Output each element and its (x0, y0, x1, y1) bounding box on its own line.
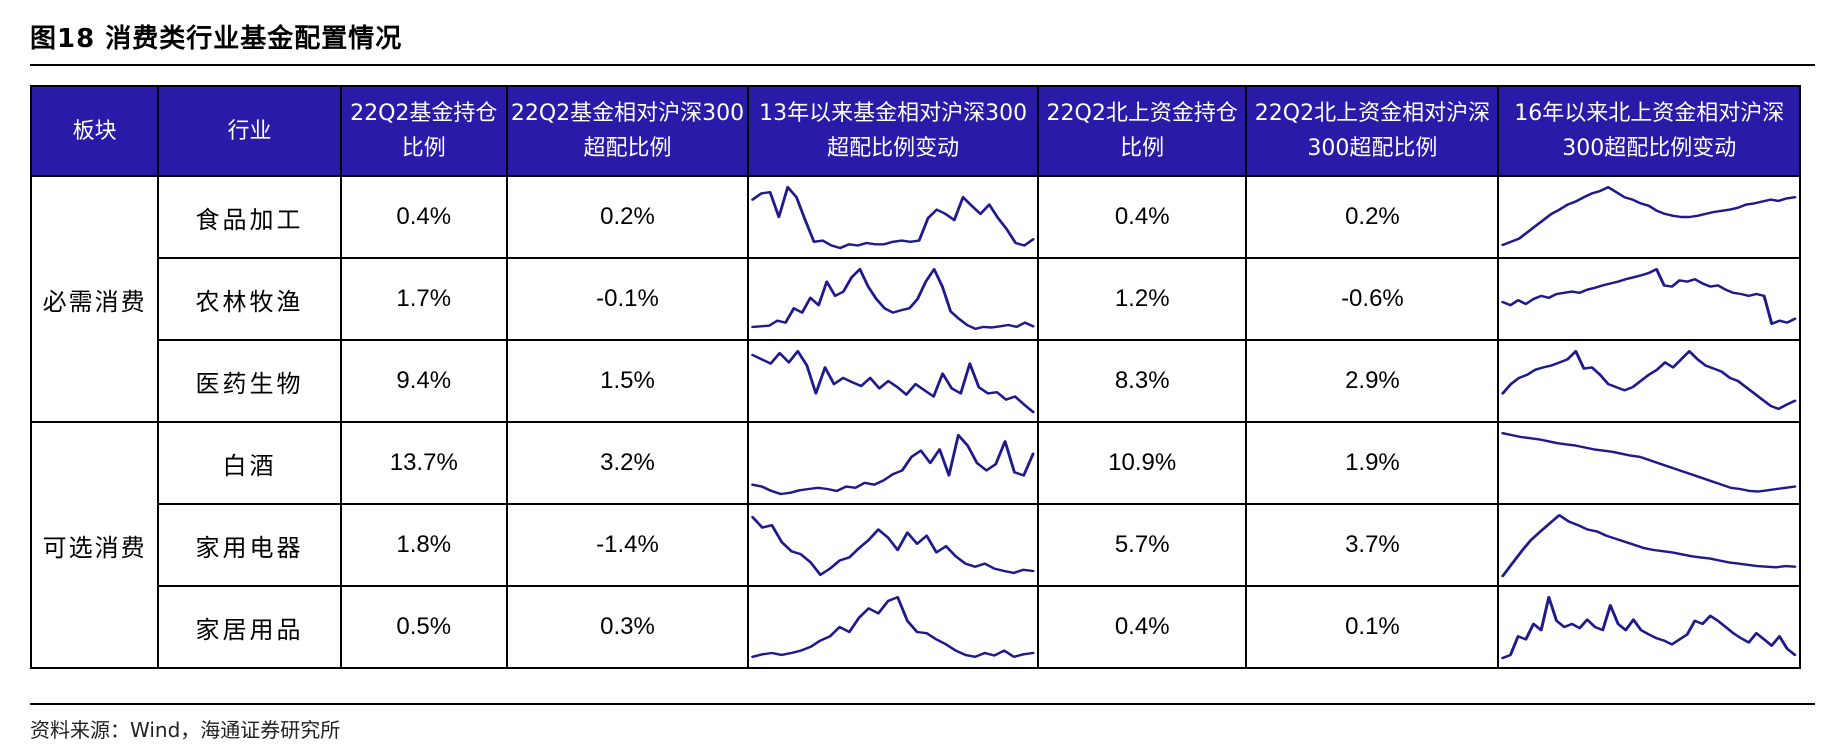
industry-cell: 家居用品 (157, 585, 342, 669)
header-fund-holding: 22Q2基金持仓比例 (339, 85, 508, 177)
industry-cell: 白酒 (157, 421, 342, 505)
northbound-overweight-cell: 0.2% (1245, 175, 1500, 259)
north-trend-sparkline-line (1501, 267, 1797, 325)
top-rule (30, 64, 1815, 66)
page-title: 图18 消费类行业基金配置情况 (30, 24, 403, 54)
north-trend-sparkline-line (1501, 431, 1797, 493)
table-row: 医药生物 9.4% 1.5% 8.3% 2.9% (31, 339, 1801, 423)
fund-trend-cell (747, 339, 1039, 423)
fund-holding-cell: 1.8% (339, 503, 508, 587)
fund-trend-cell (747, 175, 1039, 259)
north-trend-sparkline-line (1501, 349, 1797, 411)
header-fund-trend: 13年以来基金相对沪深300超配比例变动 (747, 85, 1039, 177)
north-trend-sparkline (1501, 431, 1797, 493)
table-row: 必需消费 食品加工 0.4% 0.2% 0.4% 0.2% (29, 175, 1801, 423)
fund-trend-cell (747, 503, 1039, 587)
fund-trend-sparkline-line (751, 433, 1035, 496)
northbound-trend-cell (1497, 175, 1801, 259)
fund-trend-sparkline (751, 185, 1035, 250)
fund-holding-cell: 0.5% (339, 585, 508, 669)
fund-overweight-cell: 3.2% (505, 421, 750, 505)
fund-trend-sparkline-line (751, 267, 1035, 331)
north-trend-sparkline-line (1501, 513, 1797, 578)
industry-cell: 家用电器 (157, 503, 342, 587)
fund-trend-cell (747, 585, 1039, 669)
north-trend-sparkline-line (1501, 185, 1797, 247)
industry-cell: 食品加工 (157, 175, 342, 259)
source-note: 资料来源：Wind，海通证券研究所 (30, 718, 341, 742)
fund-trend-sparkline-line (751, 595, 1035, 659)
northbound-trend-cell (1497, 257, 1801, 341)
northbound-trend-cell (1497, 421, 1801, 505)
north-trend-sparkline (1501, 595, 1797, 660)
bottom-rule (30, 703, 1815, 705)
industry-cell: 农林牧渔 (157, 257, 342, 341)
allocation-table: 板块 行业 22Q2基金持仓比例 22Q2基金相对沪深300超配比例 13年以来… (29, 85, 1801, 669)
fund-overweight-cell: 1.5% (505, 339, 750, 423)
fund-trend-sparkline (751, 515, 1035, 577)
northbound-holding-cell: 5.7% (1036, 503, 1248, 587)
northbound-overweight-cell: 0.1% (1245, 585, 1500, 669)
northbound-trend-cell (1497, 339, 1801, 423)
fund-trend-sparkline (751, 595, 1035, 659)
north-trend-sparkline (1501, 185, 1797, 247)
north-trend-sparkline (1501, 513, 1797, 578)
fund-holding-cell: 13.7% (339, 421, 508, 505)
industry-cell: 医药生物 (157, 339, 342, 423)
fund-trend-sparkline-line (751, 515, 1035, 577)
northbound-holding-cell: 1.2% (1036, 257, 1248, 341)
northbound-overweight-cell: 1.9% (1245, 421, 1500, 505)
northbound-overweight-cell: -0.6% (1245, 257, 1500, 341)
north-trend-sparkline (1501, 267, 1797, 325)
northbound-overweight-cell: 2.9% (1245, 339, 1500, 423)
fund-overweight-cell: 0.2% (505, 175, 750, 259)
sector-cell: 可选消费 (29, 421, 160, 669)
fund-trend-sparkline (751, 433, 1035, 496)
fund-holding-cell: 0.4% (339, 175, 508, 259)
northbound-overweight-cell: 3.7% (1245, 503, 1500, 587)
fund-trend-sparkline (751, 267, 1035, 331)
sector-cell: 必需消费 (29, 175, 160, 423)
table-row: 家居用品 0.5% 0.3% 0.4% 0.1% (31, 585, 1801, 669)
northbound-holding-cell: 0.4% (1036, 585, 1248, 669)
header-northbound-holding: 22Q2北上资金持仓比例 (1036, 85, 1248, 177)
fund-trend-cell (747, 421, 1039, 505)
fund-trend-cell (747, 257, 1039, 341)
fund-holding-cell: 9.4% (339, 339, 508, 423)
header-row: 板块 行业 22Q2基金持仓比例 22Q2基金相对沪深300超配比例 13年以来… (29, 85, 1801, 177)
north-trend-sparkline-line (1501, 595, 1797, 660)
fund-overweight-cell: 0.3% (505, 585, 750, 669)
fund-overweight-cell: -1.4% (505, 503, 750, 587)
northbound-holding-cell: 8.3% (1036, 339, 1248, 423)
north-trend-sparkline (1501, 349, 1797, 411)
fund-trend-sparkline-line (751, 185, 1035, 250)
northbound-trend-cell (1497, 503, 1801, 587)
northbound-trend-cell (1497, 585, 1801, 669)
table-row: 家用电器 1.8% -1.4% 5.7% 3.7% (31, 503, 1801, 587)
fund-trend-sparkline (751, 349, 1035, 414)
fund-trend-sparkline-line (751, 349, 1035, 414)
fund-overweight-cell: -0.1% (505, 257, 750, 341)
header-sector: 板块 (29, 85, 160, 177)
table-row: 农林牧渔 1.7% -0.1% 1.2% -0.6% (31, 257, 1801, 341)
header-fund-overweight: 22Q2基金相对沪深300超配比例 (505, 85, 750, 177)
header-industry: 行业 (157, 85, 342, 177)
table-row: 可选消费 白酒 13.7% 3.2% 10.9% 1.9% (29, 421, 1801, 669)
fund-holding-cell: 1.7% (339, 257, 508, 341)
northbound-holding-cell: 0.4% (1036, 175, 1248, 259)
header-northbound-overweight: 22Q2北上资金相对沪深300超配比例 (1245, 85, 1500, 177)
header-northbound-trend: 16年以来北上资金相对沪深300超配比例变动 (1497, 85, 1801, 177)
northbound-holding-cell: 10.9% (1036, 421, 1248, 505)
